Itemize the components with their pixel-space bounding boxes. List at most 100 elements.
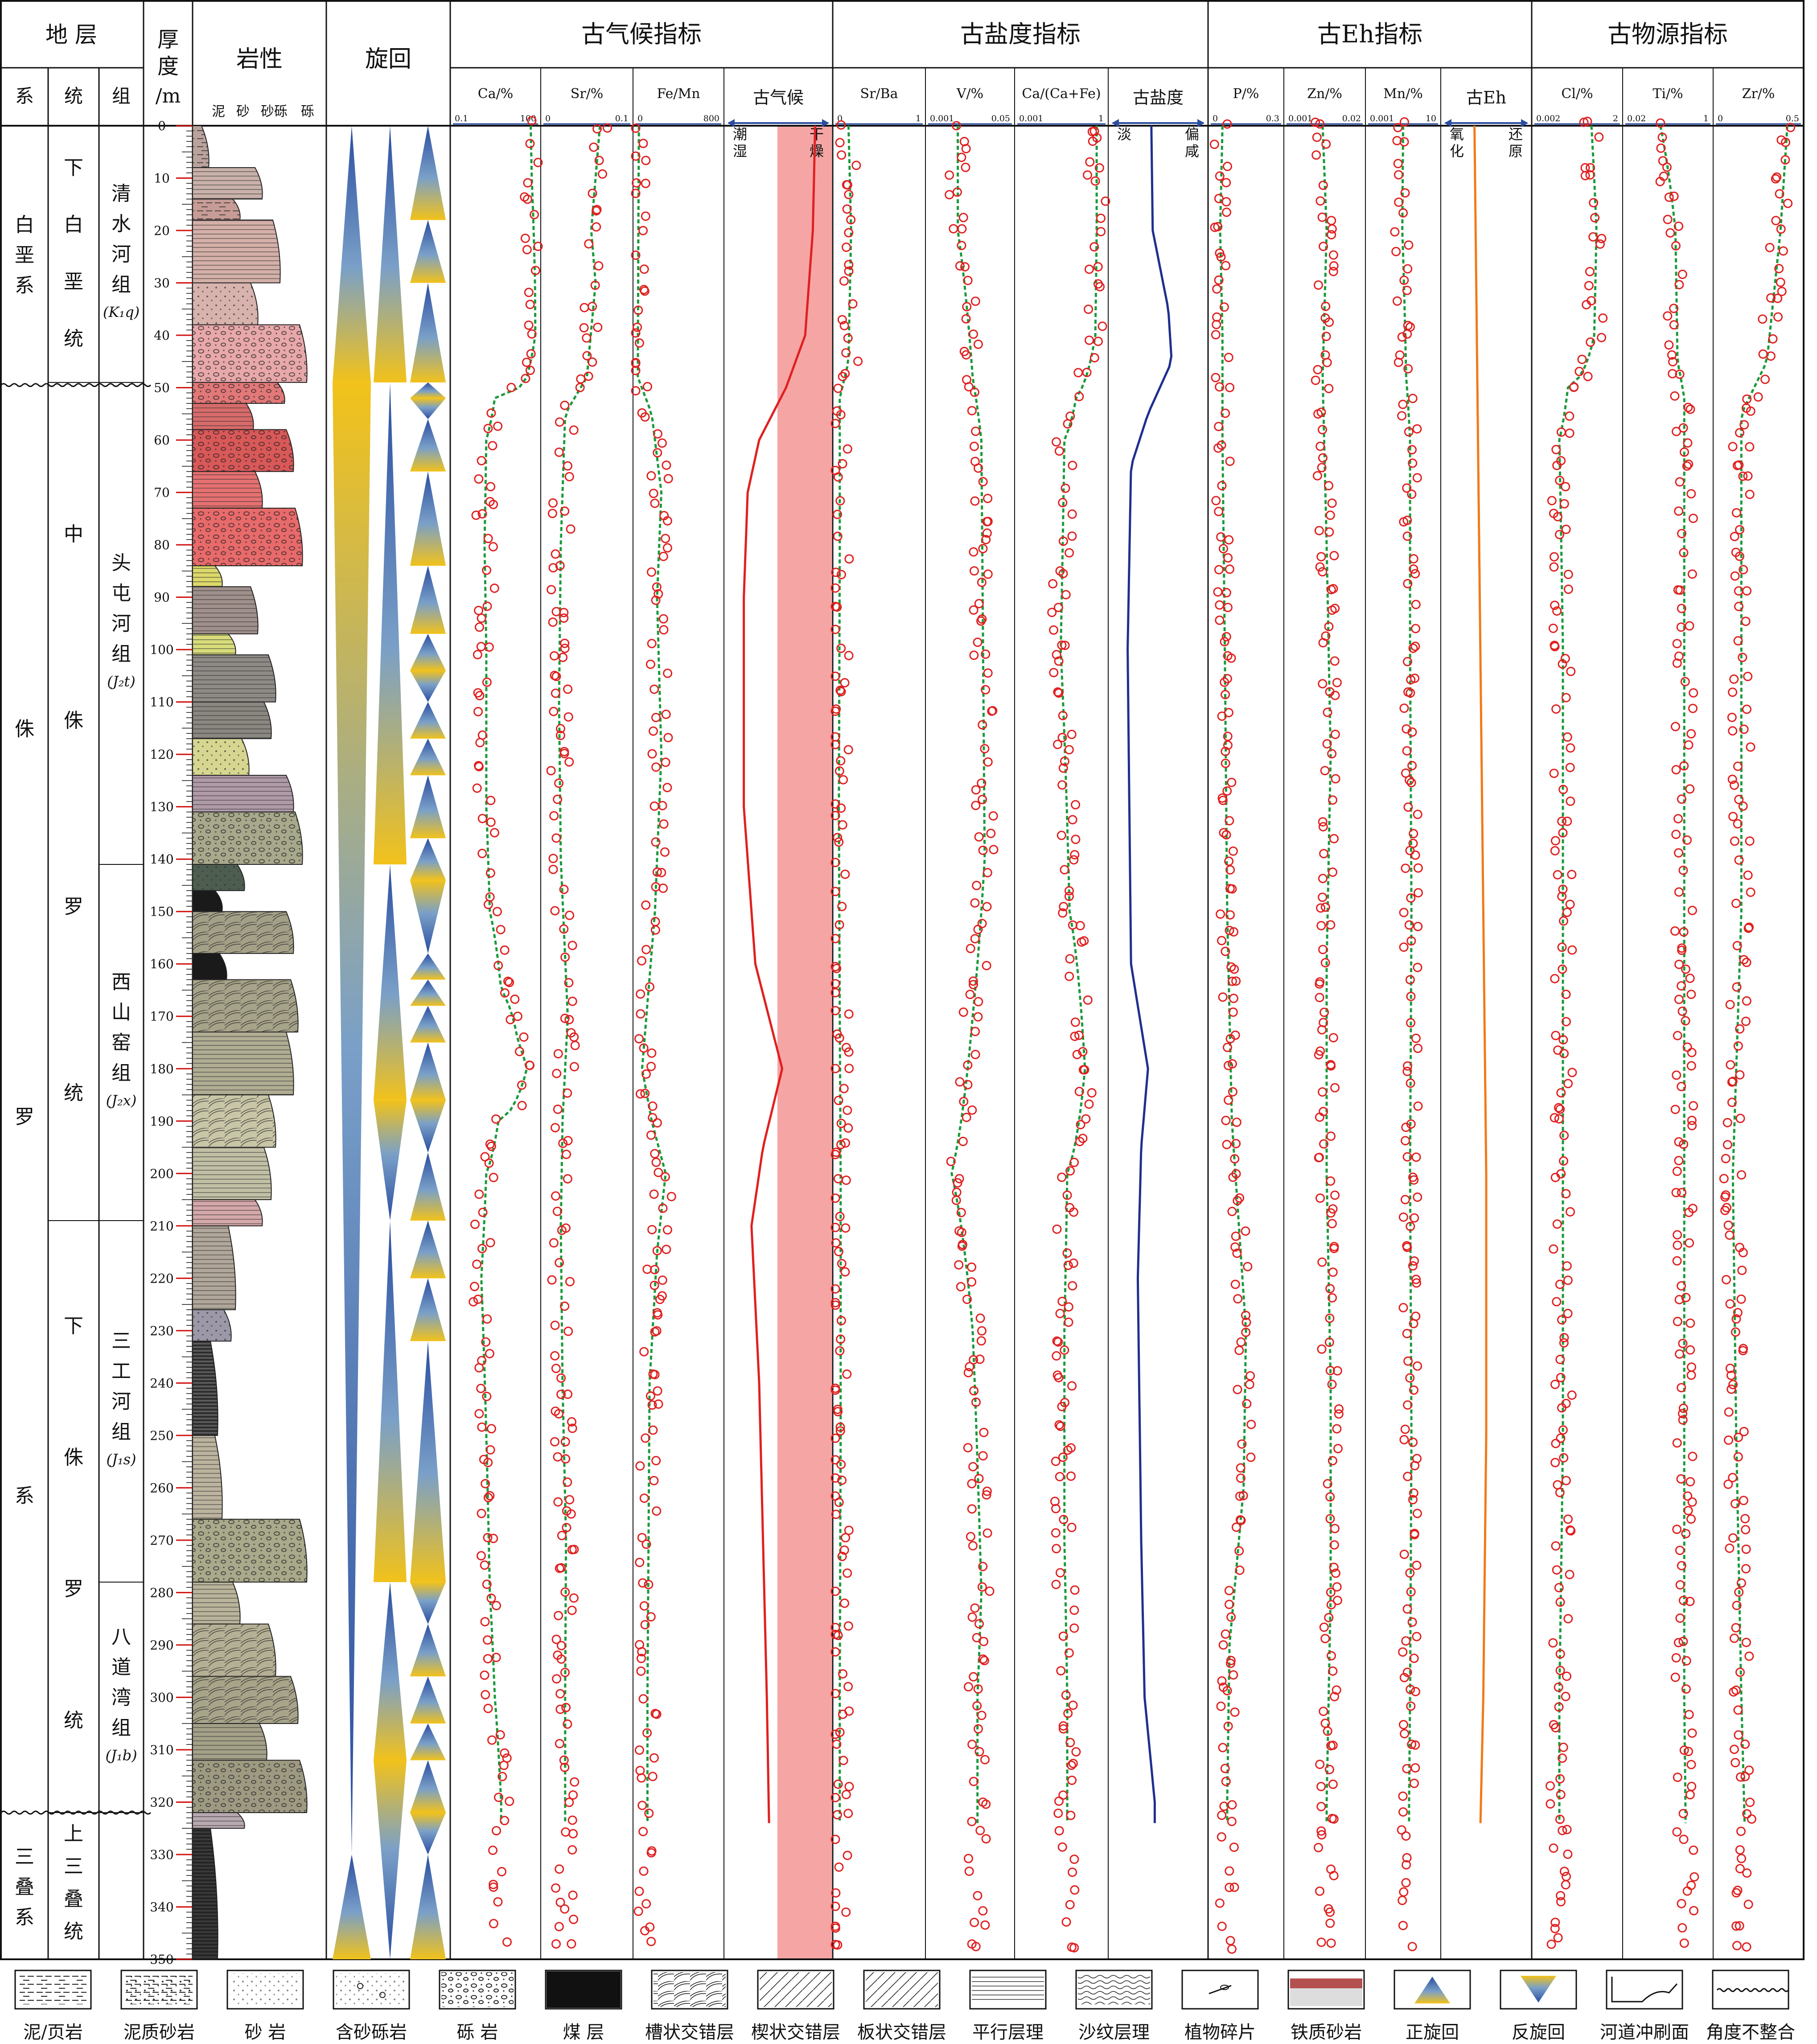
sample-point <box>639 1043 649 1053</box>
sample-point <box>837 901 847 911</box>
legend-fill <box>230 1973 300 2006</box>
sample-point <box>1413 810 1422 819</box>
sample-point <box>1066 1760 1076 1770</box>
formation-label-char: 组 <box>111 1716 131 1739</box>
sample-point <box>1315 977 1325 987</box>
sample-point <box>967 1262 977 1272</box>
sample-point <box>1226 1612 1236 1622</box>
sample-point <box>1327 1651 1336 1661</box>
sample-point <box>946 1156 956 1166</box>
sample-point <box>1227 1800 1237 1810</box>
sample-point <box>1406 991 1416 1001</box>
sample-point <box>473 1295 483 1304</box>
sample-point <box>1406 1685 1415 1694</box>
sample-point <box>833 472 843 482</box>
sample-point <box>1320 958 1330 968</box>
sample-point <box>563 1088 572 1098</box>
sample-point <box>1733 819 1743 829</box>
sample-point <box>1068 815 1077 825</box>
sample-point <box>594 261 604 271</box>
sample-point <box>549 811 559 821</box>
sample-point <box>844 554 854 564</box>
sample-point <box>1722 1118 1732 1127</box>
sample-point <box>495 1730 505 1740</box>
series-label-char: 统 <box>64 1709 83 1732</box>
sample-point <box>833 1630 843 1640</box>
sample-point <box>1733 636 1743 646</box>
indicator-panel: Zr/%0 0.5 <box>1716 86 1801 1952</box>
panel-axis-min-label: 0.001 <box>1019 114 1043 123</box>
sample-point <box>1683 438 1693 448</box>
sample-point <box>589 142 599 152</box>
sample-point <box>963 1443 973 1452</box>
sample-point <box>1730 532 1739 541</box>
sample-point <box>551 1883 561 1893</box>
sample-point <box>830 707 840 716</box>
sample-point <box>969 605 978 615</box>
lithology-bed-pattern <box>193 168 263 199</box>
sample-point <box>1403 802 1413 812</box>
series-label-char: 侏 <box>64 1446 83 1469</box>
sample-point <box>1685 1238 1694 1248</box>
sample-point <box>1677 1082 1686 1091</box>
climate-dry-band <box>777 127 832 1958</box>
sample-point <box>480 1152 490 1162</box>
sample-point <box>1745 489 1755 499</box>
sample-point <box>554 1922 564 1932</box>
sample-point <box>1216 532 1226 542</box>
sample-point <box>1679 761 1689 771</box>
sample-point <box>1223 651 1233 661</box>
sample-point <box>1057 1172 1067 1182</box>
panel-axis-min-label: 0.001 <box>930 114 954 123</box>
sample-point <box>1404 240 1414 250</box>
sample-point <box>1731 1758 1740 1768</box>
lithology-bed-pattern <box>193 382 285 403</box>
sample-point <box>1229 1842 1239 1852</box>
sample-point <box>1745 1797 1755 1807</box>
cycle-short-term <box>410 1100 446 1153</box>
sample-point <box>1561 524 1571 534</box>
sample-point <box>1679 1834 1689 1844</box>
sample-point <box>981 1799 991 1809</box>
sample-point <box>1411 624 1421 633</box>
sample-point <box>485 868 495 878</box>
sample-point <box>555 417 564 427</box>
panel-axis-min-label: 0 <box>637 114 643 123</box>
sample-point <box>1329 551 1339 560</box>
sample-point <box>1246 1419 1256 1429</box>
sample-point <box>1318 822 1328 831</box>
legend-label: 反旋回 <box>1512 2022 1565 2043</box>
sample-point <box>554 447 564 457</box>
sample-point <box>488 1846 497 1855</box>
trend-line <box>558 125 601 1823</box>
sample-point <box>839 775 848 785</box>
sample-point <box>556 1373 566 1383</box>
sample-point <box>1391 247 1401 256</box>
depth-tick-label: 200 <box>150 1166 173 1181</box>
sample-point <box>1778 246 1788 256</box>
panel-axis-max-label: 0.5 <box>1786 114 1799 123</box>
sample-point <box>1732 461 1742 470</box>
sample-point <box>1685 621 1694 631</box>
sample-point <box>566 524 576 534</box>
sample-point <box>1220 637 1229 646</box>
cycle-long-term <box>333 1854 371 1959</box>
sample-point <box>1559 1338 1569 1348</box>
lithology-bed-pattern <box>193 812 303 864</box>
sample-point <box>652 582 662 592</box>
sample-point <box>1731 1623 1741 1633</box>
panel-axis-max-label: 2 <box>1613 114 1618 123</box>
sample-point <box>1561 693 1571 703</box>
sample-point <box>470 1282 479 1291</box>
sample-point <box>970 441 979 451</box>
sample-point <box>1057 640 1067 650</box>
sample-point <box>1734 1432 1743 1442</box>
sample-point <box>1559 1049 1569 1058</box>
sample-point <box>559 747 569 757</box>
sample-point <box>1060 641 1070 650</box>
sample-point <box>830 601 840 611</box>
lithology-bed-pattern <box>193 1226 236 1310</box>
sample-point <box>560 1587 570 1597</box>
legend-label: 砾 岩 <box>457 2022 498 2043</box>
sample-point <box>1332 1596 1342 1605</box>
